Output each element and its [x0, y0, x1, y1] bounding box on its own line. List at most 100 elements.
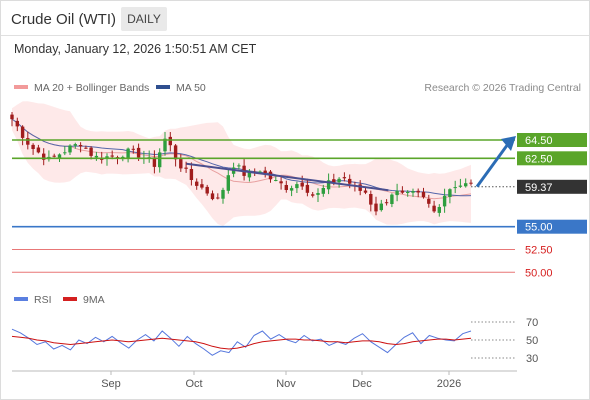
- levels-layer: 64.50 62.50 59.37 55.00 52.50 50.00: [12, 133, 587, 279]
- candle-body: [437, 207, 441, 213]
- candle-body: [453, 187, 457, 189]
- candle-body: [152, 157, 157, 167]
- candle-body: [73, 144, 77, 146]
- x-tick-label: Sep: [101, 378, 121, 390]
- candle-body: [136, 147, 141, 158]
- candle-body: [63, 152, 67, 154]
- candle-body: [126, 148, 130, 158]
- ma20-legend-swatch: [14, 85, 28, 89]
- candle-body: [442, 195, 447, 207]
- candle-body: [406, 192, 410, 193]
- candle-body: [184, 167, 188, 169]
- candle-body: [163, 138, 167, 152]
- rsi-legend-label: RSI: [34, 294, 52, 306]
- credit-text: Research © 2026 Trading Central: [424, 82, 581, 94]
- rsi-ma-legend-label: 9MA: [83, 294, 105, 306]
- candle-body: [427, 198, 431, 204]
- candle-body: [247, 170, 252, 178]
- candle-body: [411, 191, 415, 193]
- rsi-ma-line: [11, 335, 472, 350]
- candle-body: [316, 193, 320, 195]
- candle-body: [326, 180, 331, 190]
- candle-body: [78, 145, 83, 147]
- candle-body: [421, 191, 426, 198]
- candle-body: [464, 183, 468, 187]
- instrument-title: Crude Oil (WTI): [11, 11, 116, 28]
- ma50-line: [11, 118, 472, 197]
- header-divider: [1, 35, 589, 36]
- candle-body: [384, 202, 389, 204]
- candle-body: [26, 138, 30, 145]
- candle-body: [295, 184, 299, 189]
- candle-body: [68, 145, 72, 153]
- candle-body: [311, 194, 315, 196]
- pivot-level-label: 55.00: [525, 222, 553, 234]
- candle-body: [284, 185, 288, 190]
- candle-body: [20, 126, 25, 138]
- candle-body: [348, 178, 352, 184]
- candle-body: [57, 154, 62, 158]
- candle-body: [400, 190, 405, 193]
- candle-body: [205, 186, 209, 194]
- candle-body: [10, 114, 14, 120]
- candle-body: [305, 184, 310, 193]
- candle-body: [189, 169, 194, 180]
- bollinger-band: [12, 101, 471, 226]
- ma20-line: [11, 118, 472, 200]
- candle-body: [226, 175, 230, 191]
- candle-body: [374, 203, 378, 212]
- trendline: [186, 162, 389, 192]
- forecast-arrow-shaft: [475, 143, 510, 188]
- candle-body: [416, 190, 420, 193]
- support-level-label: 50.00: [525, 267, 553, 279]
- candle-body: [458, 185, 463, 187]
- candle-body: [15, 120, 19, 127]
- candle-body: [358, 184, 362, 191]
- candle-body: [395, 190, 399, 196]
- rsi-tick-label: 50: [526, 335, 538, 347]
- candle-body: [448, 189, 452, 197]
- candle-body: [300, 182, 304, 187]
- rsi-line: [11, 328, 472, 356]
- candle-body: [469, 182, 473, 184]
- candle-body: [42, 153, 46, 160]
- candle-body: [279, 181, 283, 184]
- candle-body: [110, 155, 114, 157]
- x-axis: Sep Oct Nov Dec 2026: [101, 371, 461, 390]
- candle-body: [369, 194, 373, 205]
- resistance-level-box: [517, 151, 587, 166]
- resistance-level-box: [517, 133, 587, 147]
- pivot-level-box: [517, 219, 587, 234]
- rsi-tick-label: 70: [526, 317, 538, 329]
- x-tick-label: Oct: [185, 378, 202, 390]
- candle-body: [390, 194, 394, 204]
- candle-body: [94, 155, 99, 158]
- candle-body: [274, 180, 278, 181]
- rsi-tick-label: 30: [526, 353, 538, 365]
- price-panel: [10, 101, 473, 226]
- candle-body: [84, 147, 88, 149]
- support-level-label: 52.50: [525, 245, 553, 257]
- x-tick-label: Dec: [352, 378, 372, 390]
- timeframe-badge[interactable]: DAILY: [121, 7, 167, 31]
- candle-body: [89, 147, 93, 156]
- candle-body: [337, 178, 341, 183]
- x-tick-label: Nov: [276, 378, 296, 390]
- candle-body: [332, 179, 336, 183]
- candle-body: [263, 170, 267, 173]
- last-price-label: 59.37: [525, 182, 553, 194]
- candle-body: [363, 190, 368, 193]
- candle-body: [342, 177, 347, 179]
- candle-body: [210, 193, 215, 200]
- candle-body: [158, 152, 162, 168]
- timestamp: Monday, January 12, 2026 1:50:51 AM CET: [14, 42, 257, 56]
- candle-body: [173, 145, 178, 160]
- candle-body: [379, 203, 383, 211]
- candle-body: [321, 188, 325, 194]
- last-price-box: [517, 179, 587, 194]
- candle-body: [221, 189, 225, 199]
- ma50-legend-label: MA 50: [176, 82, 206, 94]
- candle-body: [31, 144, 35, 149]
